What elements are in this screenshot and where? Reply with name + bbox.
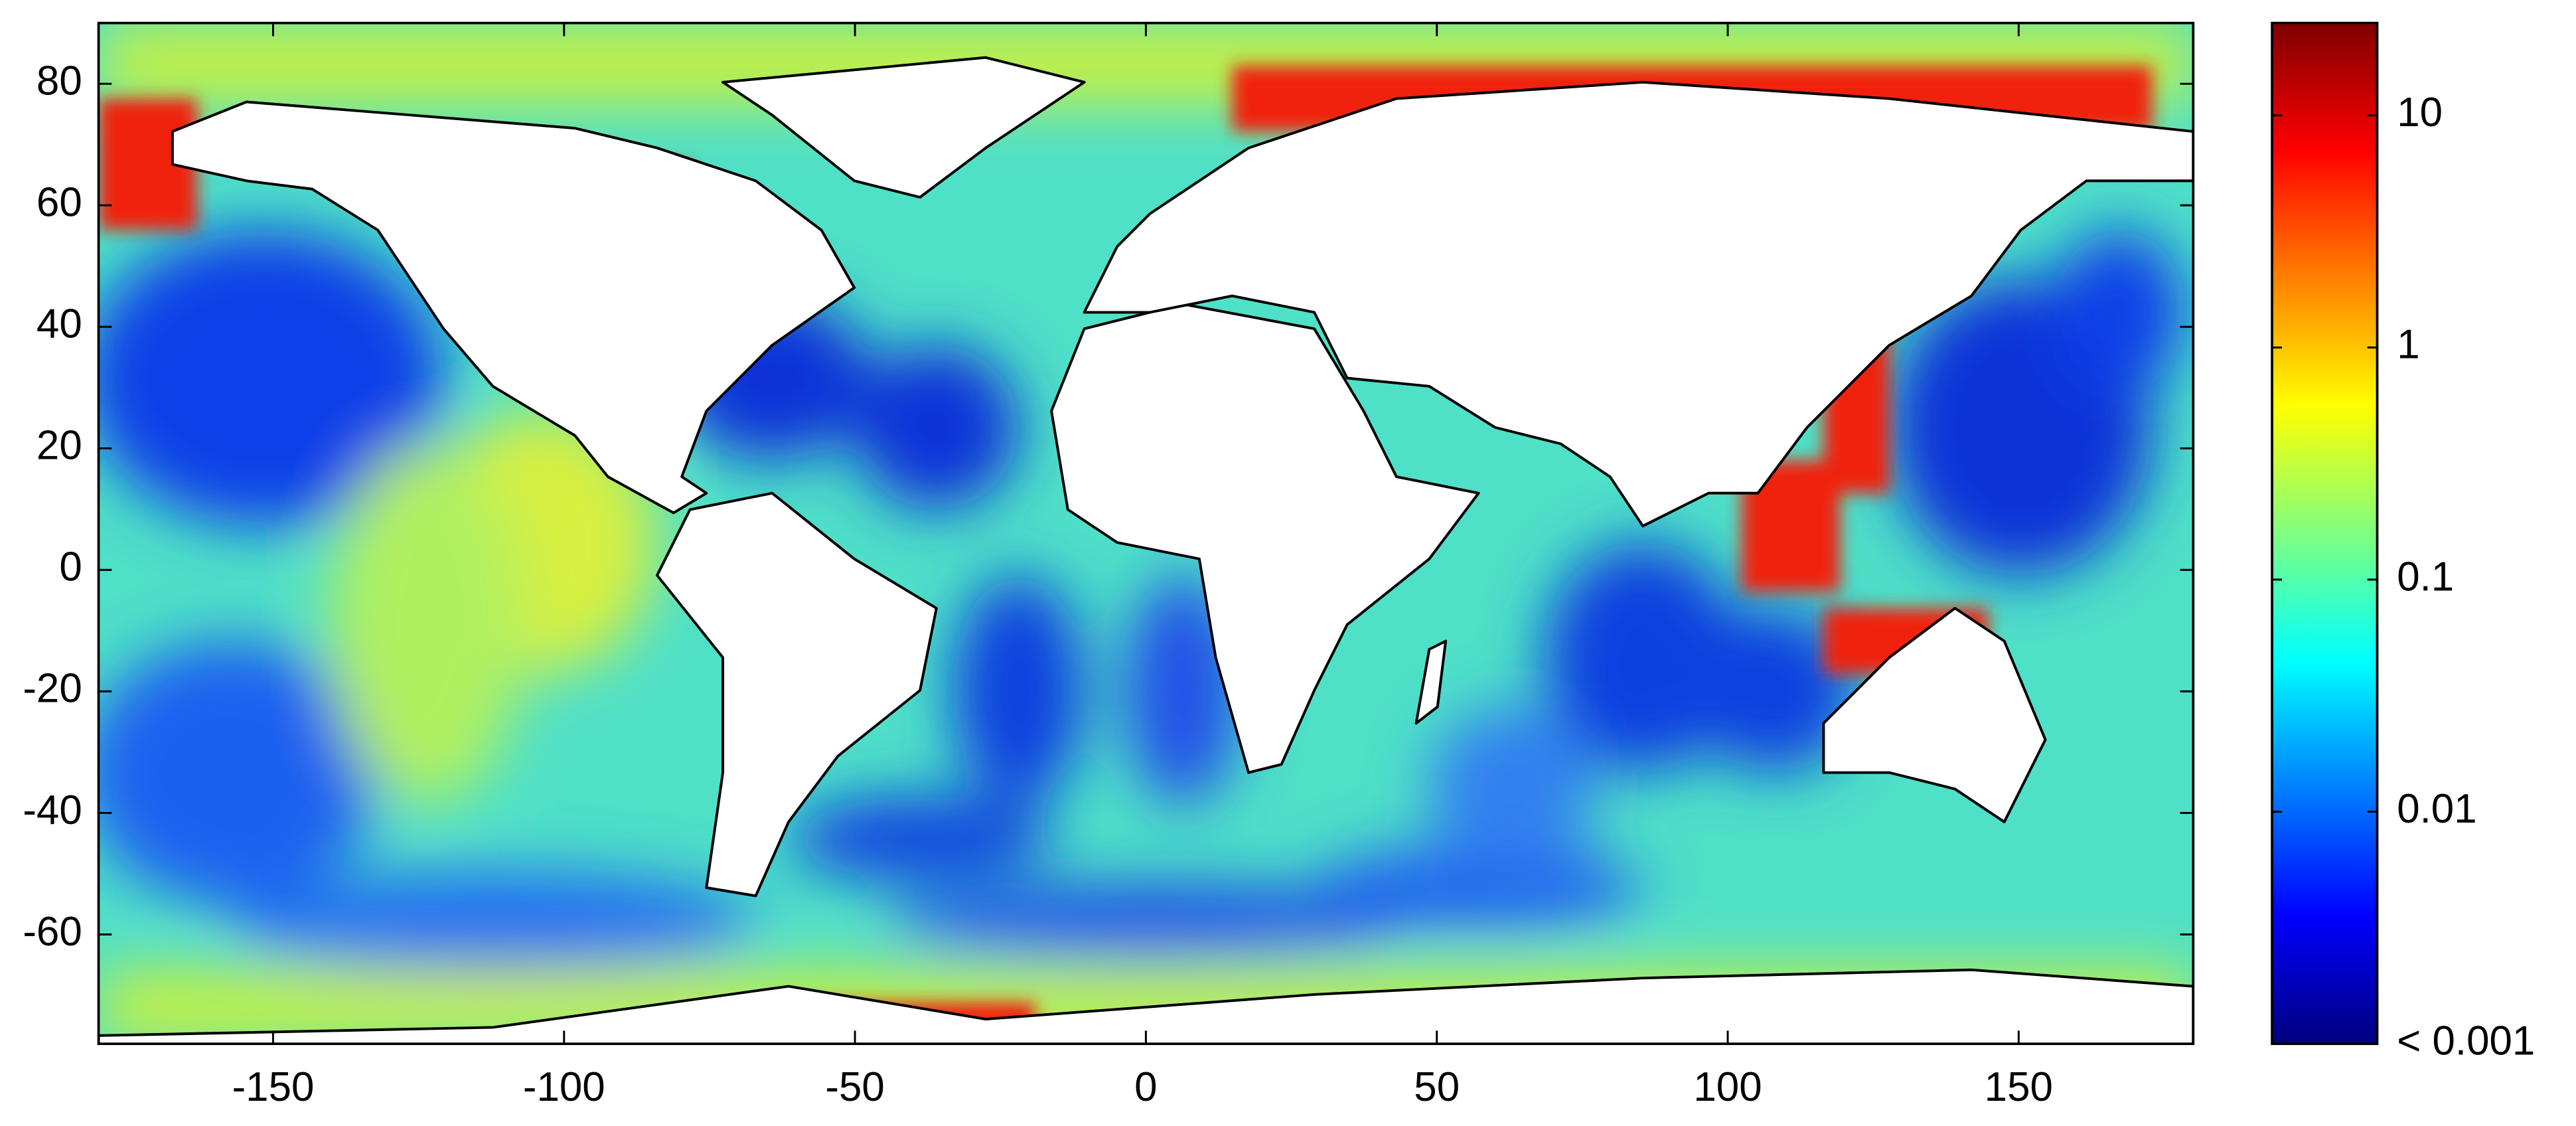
australia — [1822, 607, 2047, 823]
y-tick-label: 80 — [37, 58, 82, 104]
x-tick-label: 0 — [1134, 1064, 1157, 1110]
x-tick-label: -50 — [825, 1064, 884, 1110]
y-tick-label: -40 — [23, 787, 82, 833]
north-america — [171, 100, 856, 515]
x-tick-label: 150 — [1985, 1064, 2053, 1110]
y-tick-label: 0 — [59, 544, 82, 590]
colorbar-tick-label: < 0.001 — [2397, 1018, 2535, 1064]
x-tick-label: -100 — [523, 1064, 605, 1110]
y-tick-label: 60 — [37, 180, 82, 226]
eurasia — [1083, 80, 2194, 528]
madagascar — [1414, 639, 1448, 725]
greenland — [721, 56, 1086, 199]
colorbar-tick-label: 1 — [2397, 322, 2419, 368]
antarctica — [98, 968, 2194, 1044]
colorbar-tick-label: 0.01 — [2397, 786, 2476, 832]
colorbar — [2271, 21, 2379, 1046]
africa — [1050, 303, 1480, 774]
colorbar-tick-label: 0.1 — [2397, 554, 2454, 600]
landmasses — [98, 56, 2194, 1044]
x-tick-label: 100 — [1693, 1064, 1762, 1110]
x-tick-label: -150 — [232, 1064, 315, 1110]
y-tick-label: -20 — [23, 666, 82, 712]
south-america — [656, 491, 938, 898]
colorbar-tick-label: 10 — [2397, 90, 2443, 135]
x-tick-label: 50 — [1414, 1064, 1460, 1110]
y-tick-label: -60 — [23, 909, 82, 955]
y-tick-label: 20 — [37, 423, 82, 469]
y-tick-label: 40 — [37, 301, 82, 347]
